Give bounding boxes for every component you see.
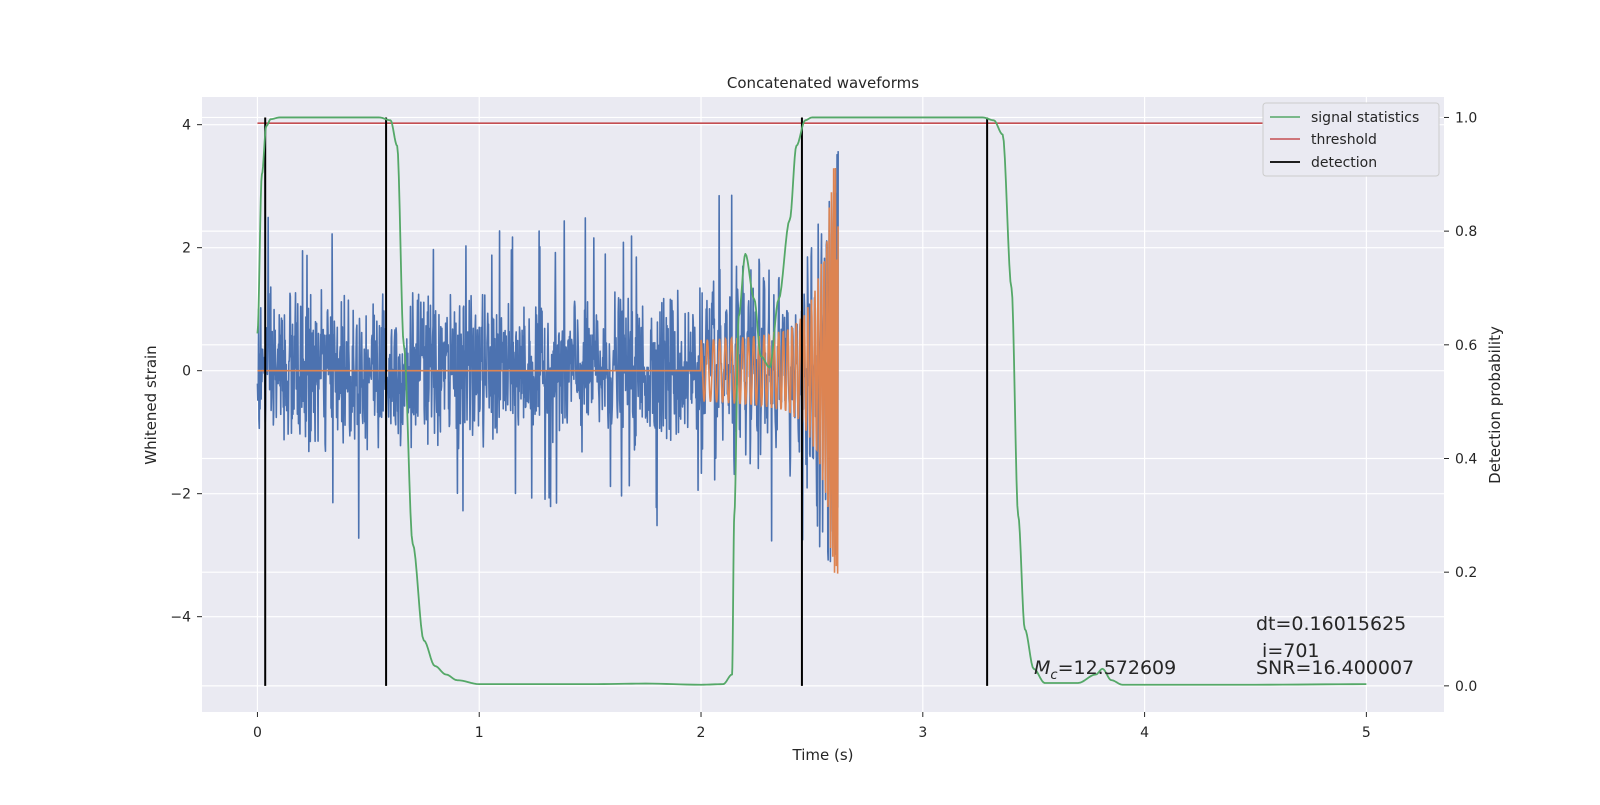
y-axis-label: Whitened strain (142, 345, 160, 464)
y-tick-label: 0 (182, 364, 191, 380)
annotation-snr: SNR=16.400007 (1256, 657, 1414, 679)
y2-tick-label: 0.2 (1455, 565, 1477, 581)
ticks-layer: 0 1 2 3 4 5 4 2 0 −2 −4 1.0 0.8 0.6 0.4 0.2 0.0 (170, 110, 1477, 741)
y2-tick-label: 0.4 (1455, 451, 1477, 467)
annotation-index: i=701 (1256, 640, 1320, 662)
chart-title: Concatenated waveforms (727, 74, 919, 92)
legend-label-signal-statistics: signal statistics (1311, 110, 1419, 126)
y-tick-label: 4 (182, 118, 191, 134)
annotations: Mc=12.572609 dt=0.16015625 i=701 SNR=16.… (1034, 613, 1414, 683)
legend: signal statistics threshold detection (1262, 102, 1440, 177)
annotation-mc-symbol: M (1034, 657, 1050, 679)
legend-label-detection: detection (1311, 155, 1377, 171)
legend-frame (1262, 102, 1440, 177)
x-axis-label: Time (s) (792, 746, 854, 764)
x-tick-label: 2 (697, 725, 706, 741)
y2-tick-label: 0.8 (1455, 224, 1477, 240)
y-tick-label: 2 (182, 241, 191, 257)
strain-series-line (256, 151, 839, 563)
annotation-dt: dt=0.16015625 (1256, 613, 1406, 635)
x-tick-label: 3 (918, 725, 927, 741)
data-layer (256, 116, 1367, 686)
x-tick-label: 5 (1362, 725, 1371, 741)
legend-label-threshold: threshold (1311, 132, 1377, 148)
y2-tick-label: 0.0 (1455, 679, 1477, 695)
injected-waveform-line (257, 167, 839, 574)
annotation-mc-subscript: c (1050, 668, 1057, 683)
annotation-mc: Mc=12.572609 (1034, 657, 1176, 683)
signal-statistics-line (256, 116, 1367, 686)
y2-tick-label: 0.6 (1455, 338, 1477, 354)
y2-axis-label: Detection probability (1486, 326, 1504, 484)
x-tick-label: 1 (475, 725, 484, 741)
y-tick-label: −2 (170, 487, 191, 503)
y-tick-label: −4 (170, 610, 191, 626)
annotation-mc-value: =12.572609 (1058, 657, 1177, 679)
x-tick-label: 0 (253, 725, 262, 741)
x-tick-label: 4 (1140, 725, 1149, 741)
y2-tick-label: 1.0 (1455, 110, 1477, 126)
